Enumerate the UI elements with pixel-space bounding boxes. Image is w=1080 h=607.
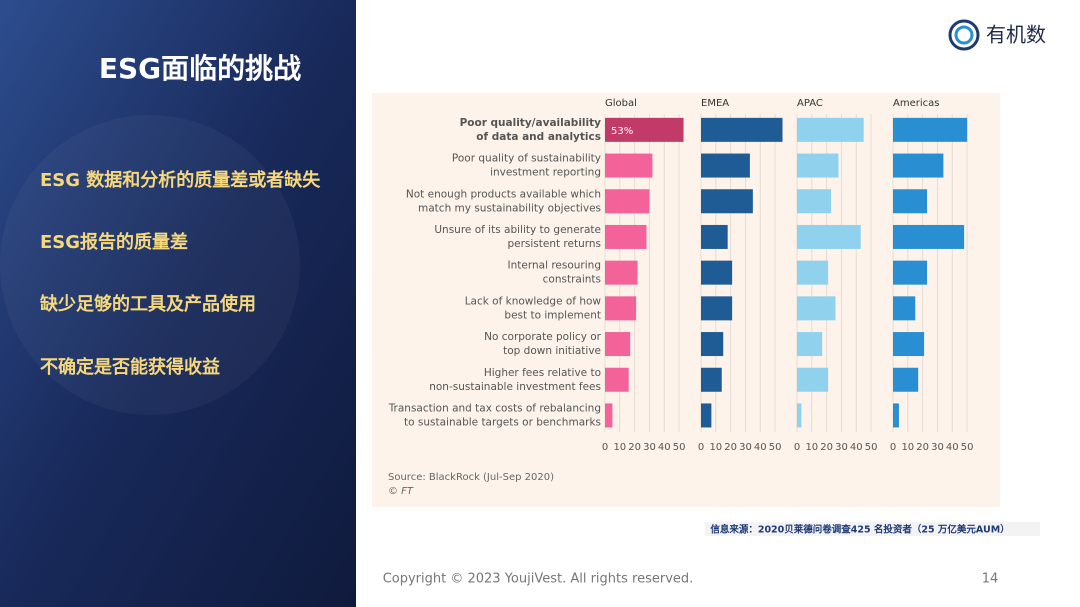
credit: © FT — [388, 486, 414, 497]
panel-title: Global — [605, 98, 637, 109]
category-label: Not enough products available which — [406, 188, 601, 200]
logo-text: 有机数 — [986, 23, 1046, 47]
x-tick-label: 20 — [820, 442, 833, 453]
category-label: to sustainable targets or benchmarks — [404, 416, 601, 428]
bar — [893, 332, 925, 357]
x-tick-label: 30 — [643, 442, 656, 453]
bar — [605, 117, 684, 142]
x-tick-label: 0 — [698, 442, 704, 453]
category-label: persistent returns — [507, 238, 601, 250]
bar — [701, 403, 712, 428]
info-bg — [705, 522, 1040, 536]
category-label: Internal resouring — [508, 260, 601, 272]
bullet: 缺少足够的工具及产品使用 — [39, 293, 256, 315]
bar — [893, 367, 919, 392]
x-tick-label: 0 — [602, 442, 608, 453]
bullet: ESG报告的质量差 — [40, 231, 188, 253]
bar — [701, 224, 728, 249]
bar — [701, 117, 783, 142]
category-label: Poor quality/availability — [460, 117, 602, 129]
category-label: Higher fees relative to — [484, 367, 601, 379]
bar — [701, 260, 733, 285]
bar — [605, 403, 613, 428]
x-tick-label: 30 — [931, 442, 944, 453]
x-tick-label: 10 — [613, 442, 626, 453]
panel-title: APAC — [797, 98, 823, 109]
bar — [605, 296, 637, 321]
bar — [797, 153, 839, 178]
category-label: No corporate policy or — [484, 331, 602, 343]
x-tick-label: 50 — [673, 442, 686, 453]
x-tick-label: 10 — [901, 442, 914, 453]
category-label: Transaction and tax costs of rebalancing — [388, 402, 601, 414]
x-tick-label: 20 — [916, 442, 929, 453]
category-label: Lack of knowledge of how — [465, 295, 602, 307]
bar — [893, 224, 965, 249]
category-label: top down initiative — [503, 345, 601, 357]
x-tick-label: 30 — [835, 442, 848, 453]
bar — [893, 153, 944, 178]
bar — [605, 260, 638, 285]
bar — [701, 367, 722, 392]
bar — [797, 403, 802, 428]
category-label: constraints — [543, 274, 601, 286]
left-panel — [0, 0, 356, 607]
x-tick-label: 40 — [946, 442, 959, 453]
x-tick-label: 20 — [628, 442, 641, 453]
x-tick-label: 40 — [658, 442, 671, 453]
category-label: Unsure of its ability to generate — [434, 224, 601, 236]
category-label: match my sustainability objectives — [418, 202, 601, 214]
slide-title: ESG面临的挑战 — [99, 52, 301, 85]
bar — [797, 367, 829, 392]
bar — [605, 224, 647, 249]
bar — [701, 332, 724, 357]
x-tick-label: 40 — [754, 442, 767, 453]
x-tick-label: 30 — [739, 442, 752, 453]
bar — [605, 332, 631, 357]
bar — [701, 153, 750, 178]
decor — [0, 115, 300, 415]
page-number: 14 — [982, 572, 999, 587]
bar — [797, 189, 832, 214]
source: Source: BlackRock (Jul-Sep 2020) — [388, 472, 554, 483]
value-label: 53% — [611, 126, 633, 137]
x-tick-label: 50 — [961, 442, 974, 453]
category-label: investment reporting — [490, 167, 601, 179]
category-label: non-sustainable investment fees — [429, 381, 601, 393]
x-tick-label: 50 — [865, 442, 878, 453]
bar — [605, 367, 629, 392]
bar — [893, 189, 928, 214]
category-label: Poor quality of sustainability — [452, 153, 601, 165]
x-tick-label: 10 — [709, 442, 722, 453]
x-tick-label: 40 — [850, 442, 863, 453]
bar — [797, 224, 861, 249]
bar — [605, 153, 653, 178]
bar — [893, 403, 899, 428]
x-tick-label: 0 — [794, 442, 800, 453]
category-label: best to implement — [504, 309, 601, 321]
bar — [701, 296, 733, 321]
panel-title: EMEA — [701, 98, 729, 109]
copyright: Copyright © 2023 YoujiVest. All rights r… — [383, 572, 694, 587]
panel-title: Americas — [893, 98, 939, 109]
bullet: ESG 数据和分析的质量差或者缺失 — [40, 169, 321, 191]
x-tick-label: 20 — [724, 442, 737, 453]
bar — [893, 296, 916, 321]
bar — [893, 260, 928, 285]
bullet: 不确定是否能获得收益 — [40, 356, 220, 378]
bar — [605, 189, 650, 214]
x-tick-label: 10 — [805, 442, 818, 453]
logo: 有机数 — [948, 19, 1046, 51]
bar — [701, 189, 753, 214]
bar — [797, 260, 829, 285]
bar — [797, 296, 836, 321]
x-tick-label: 0 — [890, 442, 896, 453]
bar — [797, 332, 823, 357]
bar — [797, 117, 864, 142]
category-label: of data and analytics — [476, 131, 601, 143]
x-tick-label: 50 — [769, 442, 782, 453]
bar — [893, 117, 968, 142]
info: 信息来源：2020贝莱德问卷调查425 名投资者（25 万亿美元AUM） — [710, 524, 1009, 536]
